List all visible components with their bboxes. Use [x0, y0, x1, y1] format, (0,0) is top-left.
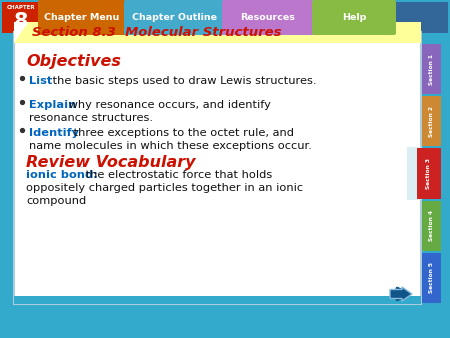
Text: Section 4: Section 4 [429, 210, 434, 241]
Bar [2, 2, 448, 33]
Text: why resonance occurs, and identify: why resonance occurs, and identify [65, 100, 270, 110]
FancyBboxPatch shape [312, 0, 396, 35]
Text: Review Vocabulary: Review Vocabulary [26, 155, 195, 170]
Text: Explain: Explain [29, 100, 76, 110]
Bar [422, 44, 441, 94]
FancyArrow shape [390, 287, 412, 301]
Text: Section 2: Section 2 [429, 106, 434, 137]
Text: 8: 8 [14, 12, 28, 32]
FancyBboxPatch shape [124, 0, 224, 35]
Bar [417, 148, 441, 199]
Text: compound: compound [26, 196, 86, 206]
Text: Help: Help [342, 13, 366, 22]
Text: CHAPTER: CHAPTER [7, 5, 35, 10]
Bar [422, 253, 441, 303]
Text: Identify: Identify [29, 128, 79, 138]
Bar [14, 22, 421, 43]
Text: Objectives: Objectives [26, 54, 121, 69]
FancyBboxPatch shape [38, 0, 126, 35]
Bar [14, 296, 421, 304]
Text: three exceptions to the octet rule, and: three exceptions to the octet rule, and [70, 128, 294, 138]
Bar [422, 96, 441, 146]
Text: Section 1: Section 1 [429, 54, 434, 84]
Bar [2, 2, 40, 33]
Text: Chapter Menu: Chapter Menu [45, 13, 120, 22]
Text: ionic bond:: ionic bond: [26, 170, 98, 180]
Bar [14, 32, 421, 304]
Text: name molecules in which these exceptions occur.: name molecules in which these exceptions… [29, 141, 312, 151]
Text: the basic steps used to draw Lewis structures.: the basic steps used to draw Lewis struc… [50, 76, 317, 86]
Text: Section 5: Section 5 [429, 262, 434, 293]
Text: the electrostatic force that holds: the electrostatic force that holds [82, 170, 272, 180]
Text: Section 3: Section 3 [427, 158, 432, 189]
Text: resonance structures.: resonance structures. [29, 113, 153, 123]
FancyBboxPatch shape [222, 0, 314, 35]
Text: Chapter Outline: Chapter Outline [131, 13, 216, 22]
Bar [407, 147, 422, 200]
Text: oppositely charged particles together in an ionic: oppositely charged particles together in… [26, 183, 303, 193]
Text: Section 8.3  Molecular Structures: Section 8.3 Molecular Structures [32, 26, 282, 39]
Polygon shape [14, 22, 28, 43]
Text: List: List [29, 76, 52, 86]
Bar [422, 200, 441, 251]
Text: Resources: Resources [241, 13, 296, 22]
